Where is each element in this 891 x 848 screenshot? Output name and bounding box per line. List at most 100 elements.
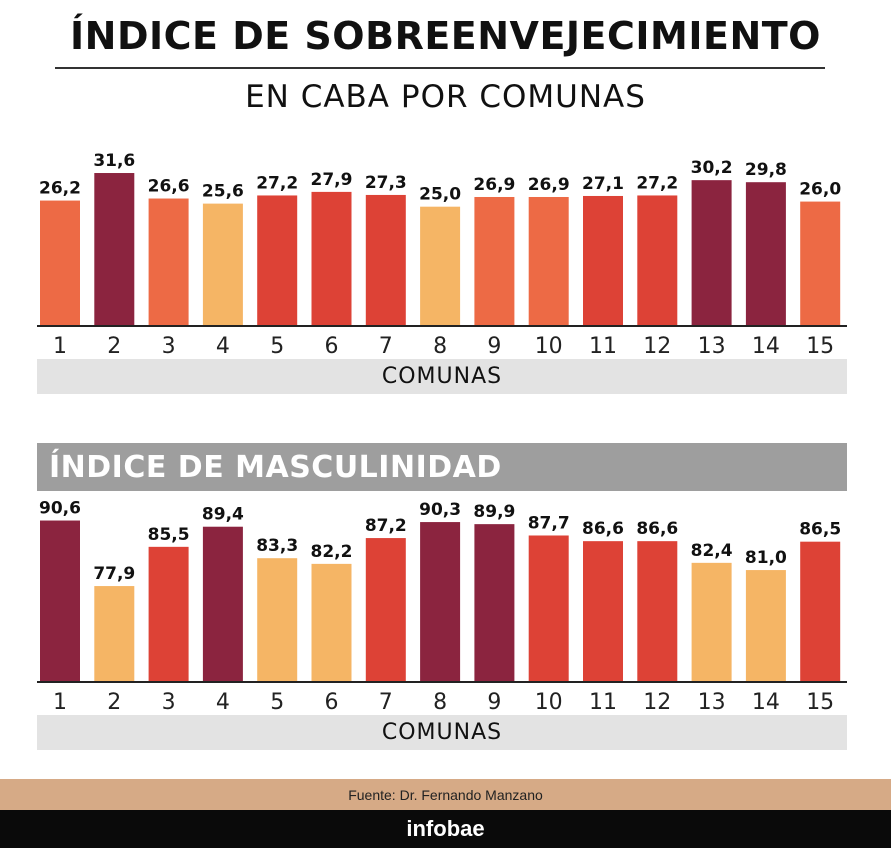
value-label-1-12: 27,2 <box>636 173 678 193</box>
value-label-1-10: 26,9 <box>528 175 570 195</box>
x-tick-2-6: 6 <box>325 690 339 715</box>
sobreenvejecimiento-bar-chart: 26,2 1 31,6 2 26,6 3 25,6 4 27,2 5 27,9 6 27,3 7 25,0 8… <box>37 151 847 359</box>
value-label-2-8: 90,3 <box>419 500 461 520</box>
bar-1-comuna-15 <box>800 201 841 325</box>
value-label-2-12: 86,6 <box>636 519 678 539</box>
value-label-2-14: 81,0 <box>745 548 787 568</box>
value-label-2-4: 89,4 <box>202 505 244 525</box>
value-label-1-11: 27,1 <box>582 174 624 194</box>
bar-1-comuna-12 <box>637 195 678 325</box>
x-tick-2-8: 8 <box>433 690 447 715</box>
x-tick-1-15: 15 <box>806 334 834 359</box>
bar-1-comuna-14 <box>745 182 786 325</box>
value-label-1-9: 26,9 <box>473 175 515 195</box>
bar-1-comuna-8 <box>420 206 461 325</box>
chart-subtitle: EN CABA POR COMUNAS <box>245 79 646 115</box>
value-label-1-8: 25,0 <box>419 185 461 205</box>
value-label-1-2: 31,6 <box>93 151 135 171</box>
x-tick-2-4: 4 <box>216 690 230 715</box>
bar-2-comuna-11 <box>583 541 623 681</box>
x-axis-label-comunas-1: COMUNAS <box>37 359 847 394</box>
x-tick-1-12: 12 <box>643 334 671 359</box>
bar-1-comuna-6 <box>311 191 352 325</box>
bar-2-comuna-7 <box>365 538 406 681</box>
bar-1-comuna-7 <box>365 194 406 325</box>
value-label-2-3: 85,5 <box>148 525 190 545</box>
bar-2-comuna-3 <box>148 546 189 681</box>
x-tick-1-2: 2 <box>107 334 121 359</box>
bar-2-comuna-12 <box>637 541 678 681</box>
value-label-1-13: 30,2 <box>691 158 733 178</box>
value-label-1-4: 25,6 <box>202 182 244 202</box>
bar-1-comuna-10 <box>528 196 569 325</box>
x-tick-1-3: 3 <box>162 334 176 359</box>
bar-2-comuna-9 <box>474 524 515 681</box>
value-label-1-1: 26,2 <box>39 179 81 199</box>
value-label-2-2: 77,9 <box>93 564 135 584</box>
chart-title: ÍNDICE DE SOBREENVEJECIMIENTO <box>70 14 821 58</box>
bar-2-comuna-1 <box>40 520 80 681</box>
bar-2-comuna-10 <box>528 535 569 681</box>
x-tick-2-7: 7 <box>379 690 393 715</box>
title-divider <box>55 67 825 69</box>
bar-1-comuna-3 <box>148 198 189 325</box>
x-tick-1-10: 10 <box>535 334 563 359</box>
bar-1-comuna-1 <box>40 200 80 325</box>
bar-2-comuna-8 <box>420 522 461 681</box>
bar-2-comuna-14 <box>745 570 786 681</box>
masculinidad-section-title: ÍNDICE DE MASCULINIDAD <box>37 443 847 491</box>
value-label-2-13: 82,4 <box>691 541 733 561</box>
x-tick-2-13: 13 <box>698 690 726 715</box>
x-tick-1-11: 11 <box>589 334 617 359</box>
bar-2-comuna-15 <box>800 541 841 681</box>
x-tick-1-7: 7 <box>379 334 393 359</box>
bar-2-comuna-5 <box>257 558 298 681</box>
bar-2-comuna-4 <box>202 526 243 681</box>
x-tick-1-9: 9 <box>487 334 501 359</box>
bar-2-comuna-6 <box>311 563 352 681</box>
x-tick-1-1: 1 <box>53 334 67 359</box>
value-label-2-11: 86,6 <box>582 519 624 539</box>
value-label-2-15: 86,5 <box>799 520 841 540</box>
x-tick-2-11: 11 <box>589 690 617 715</box>
brand-logo: infobae <box>0 810 891 848</box>
bar-1-comuna-11 <box>583 195 623 325</box>
value-label-1-7: 27,3 <box>365 173 407 193</box>
x-tick-1-13: 13 <box>698 334 726 359</box>
source-credit: Fuente: Dr. Fernando Manzano <box>0 779 891 810</box>
x-tick-2-15: 15 <box>806 690 834 715</box>
value-label-2-6: 82,2 <box>311 542 353 562</box>
x-axis-label-comunas-2: COMUNAS <box>37 715 847 750</box>
value-label-1-15: 26,0 <box>799 180 841 200</box>
bar-1-comuna-4 <box>202 203 243 325</box>
x-tick-2-3: 3 <box>162 690 176 715</box>
bar-2-comuna-13 <box>691 562 732 681</box>
x-tick-1-4: 4 <box>216 334 230 359</box>
value-label-2-9: 89,9 <box>473 502 515 522</box>
x-tick-2-2: 2 <box>107 690 121 715</box>
value-label-2-10: 87,7 <box>528 513 570 533</box>
x-tick-2-14: 14 <box>752 690 780 715</box>
masculinidad-bar-chart: 90,6 1 77,9 2 85,5 3 89,4 4 83,3 5 82,2 6 87,2 7 90,3 8… <box>37 499 847 715</box>
value-label-2-5: 83,3 <box>256 536 298 556</box>
bar-1-comuna-13 <box>691 180 732 325</box>
bar-1-comuna-2 <box>94 173 135 325</box>
value-label-1-5: 27,2 <box>256 173 298 193</box>
x-tick-2-9: 9 <box>487 690 501 715</box>
x-tick-1-6: 6 <box>325 334 339 359</box>
x-tick-2-10: 10 <box>535 690 563 715</box>
x-tick-1-5: 5 <box>270 334 284 359</box>
bar-1-comuna-9 <box>474 196 515 325</box>
bar-1-comuna-5 <box>257 195 298 325</box>
value-label-1-14: 29,8 <box>745 160 787 180</box>
value-label-1-6: 27,9 <box>311 170 353 190</box>
x-tick-2-5: 5 <box>270 690 284 715</box>
x-tick-2-12: 12 <box>643 690 671 715</box>
x-tick-1-14: 14 <box>752 334 780 359</box>
x-tick-2-1: 1 <box>53 690 67 715</box>
value-label-2-7: 87,2 <box>365 516 407 536</box>
x-tick-1-8: 8 <box>433 334 447 359</box>
value-label-1-3: 26,6 <box>148 177 190 197</box>
value-label-2-1: 90,6 <box>39 499 81 519</box>
bar-2-comuna-2 <box>94 586 135 681</box>
